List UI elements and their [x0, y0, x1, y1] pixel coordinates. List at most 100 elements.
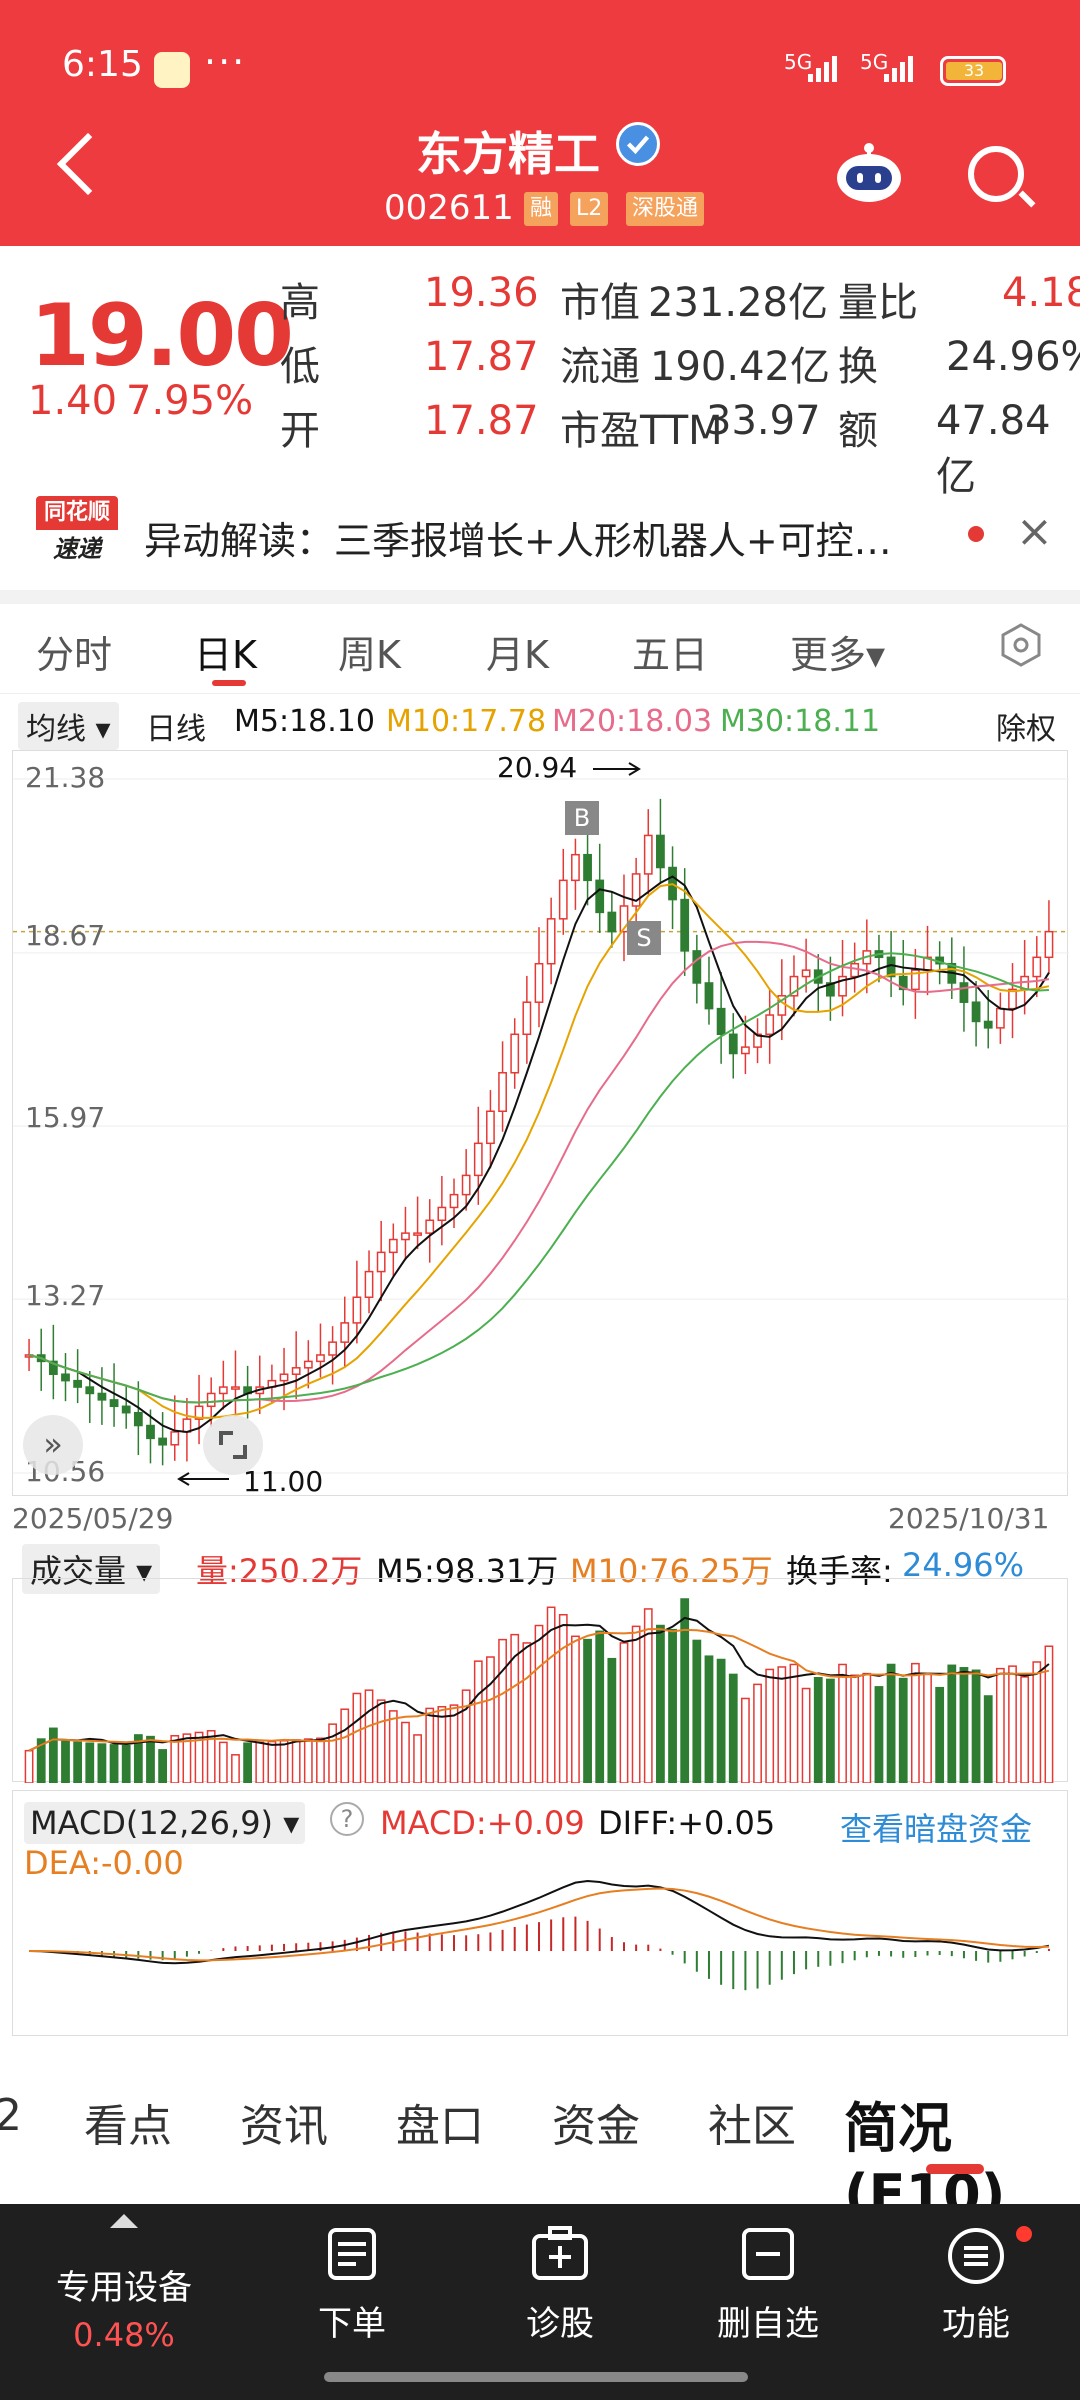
tab-community[interactable]: 社区: [708, 2101, 796, 2152]
candle-body: [959, 982, 969, 1003]
tab-partial[interactable]: 2: [0, 2090, 22, 2141]
candle-body: [328, 1341, 337, 1356]
tab-capital[interactable]: 资金: [552, 2101, 640, 2152]
start-date-label: 2025/05/29: [12, 1502, 174, 1535]
candle-body: [643, 834, 653, 875]
tab-intraday[interactable]: 分时: [36, 633, 113, 677]
end-date-label: 2025/10/31: [888, 1502, 1050, 1535]
macd-selector[interactable]: MACD(12,26,9) ▾: [24, 1802, 306, 1844]
nav-sector[interactable]: 专用设备 0.48%: [16, 2204, 232, 2364]
tab-five-day[interactable]: 五日: [632, 633, 709, 677]
ma30-value: M30:18.11: [720, 704, 881, 739]
volume-bar: [388, 1710, 398, 1783]
macd-svg: [29, 1879, 1050, 1991]
macd-chart[interactable]: [12, 1790, 1068, 2036]
volume-bar: [813, 1676, 823, 1783]
tab-more[interactable]: 更多▾: [790, 633, 886, 677]
volume-bar: [983, 1695, 993, 1783]
tab-weekly-k[interactable]: 周K: [338, 633, 401, 677]
volume-value: 量:250.2万: [196, 1552, 363, 1590]
candle-body: [522, 1001, 532, 1036]
candle-body: [231, 1386, 240, 1390]
volume-bar: [510, 1633, 520, 1783]
candle-body: [121, 1405, 131, 1414]
nav-order[interactable]: 下单: [244, 2204, 460, 2364]
robot-assistant-icon[interactable]: [834, 140, 904, 210]
adjust-toggle[interactable]: 除权: [996, 712, 1056, 747]
volume-bar: [825, 1678, 835, 1783]
nav-remove-watchlist[interactable]: 删自选: [660, 2204, 876, 2364]
status-more-icon: ···: [204, 40, 247, 84]
status-time: 6:15: [62, 44, 143, 85]
volume-bar: [692, 1639, 702, 1783]
value-turnover: 24.96%: [946, 334, 1080, 380]
volume-bar: [886, 1663, 896, 1783]
macd-value: MACD:+0.09: [380, 1804, 585, 1842]
nav-diagnose-label: 诊股: [526, 2304, 594, 2344]
nav-functions-label: 功能: [942, 2304, 1010, 2344]
buy-marker[interactable]: B: [565, 801, 599, 835]
candle-body: [206, 1392, 216, 1408]
ma5-line: [28, 875, 1050, 1433]
volume-selector[interactable]: 成交量 ▾: [22, 1544, 161, 1594]
ma10-value: M10:17.78: [386, 704, 547, 739]
search-icon[interactable]: [968, 146, 1024, 202]
remove-watchlist-icon: [742, 2228, 794, 2280]
tag-l2: L2: [570, 192, 609, 226]
candle-body: [352, 1296, 362, 1324]
tab-news[interactable]: 资讯: [240, 2101, 328, 2152]
dark-pool-link[interactable]: 查看暗盘资金: [840, 1810, 1033, 1848]
candle-body: [595, 879, 605, 914]
candle-body: [413, 1232, 422, 1236]
volume-chart[interactable]: [12, 1578, 1068, 1783]
chart-period-tabs: 分时 日K 周K 月K 五日 更多▾: [0, 604, 1080, 694]
order-icon: [328, 2228, 376, 2280]
volume-bar: [401, 1721, 410, 1783]
ma20-value: M20:18.03: [552, 704, 713, 739]
volume-bar: [243, 1742, 253, 1783]
price-change: 1.40: [28, 378, 118, 424]
volume-bar: [898, 1677, 908, 1783]
volume-bar: [133, 1734, 143, 1783]
volume-header: 成交量 ▾ 量:250.2万 M5:98.31万 M10:76.25万 换手率:…: [0, 1538, 1080, 1594]
ma-selector[interactable]: 均线 ▾: [18, 702, 119, 750]
news-ticker[interactable]: 同花顺 速递 异动解读：三季报增长+人形机器人+可控…: [0, 488, 1080, 588]
sell-marker[interactable]: S: [627, 921, 661, 955]
back-arrow-icon[interactable]: [56, 132, 120, 196]
tab-orderbook[interactable]: 盘口: [396, 2101, 484, 2152]
candle-body: [971, 1001, 981, 1023]
volume-bar: [862, 1672, 872, 1783]
volume-m5: M5:98.31万: [376, 1552, 559, 1590]
candle-body: [910, 969, 920, 991]
detail-tabs: 2 看点 资讯 盘口 资金 社区 简况(F10): [0, 2056, 1080, 2226]
turnover-rate: 24.96%: [902, 1546, 1025, 1584]
nav-order-label: 下单: [318, 2304, 386, 2344]
volume-bar: [777, 1666, 787, 1783]
news-headline[interactable]: 异动解读：三季报增长+人形机器人+可控…: [144, 519, 892, 563]
label-float-cap: 流通: [560, 344, 640, 390]
tab-monthly-k[interactable]: 月K: [486, 633, 549, 677]
close-icon[interactable]: ×: [1016, 506, 1053, 557]
volume-bar: [631, 1625, 641, 1783]
help-icon[interactable]: ?: [330, 1802, 364, 1836]
active-tab-indicator: [212, 680, 246, 686]
kline-chart[interactable]: 21.38 18.67 15.97 13.27 10.56 20.94 11.0…: [12, 750, 1069, 1498]
tab-daily-k[interactable]: 日K: [194, 633, 257, 677]
bottom-nav: 专用设备 0.48% 下单 诊股 删自选: [0, 2204, 1080, 2400]
tab-highlights[interactable]: 看点: [84, 2101, 172, 2152]
candle-body: [850, 962, 860, 978]
volume-bar: [486, 1656, 495, 1783]
volume-bar: [680, 1598, 690, 1783]
notification-app-icon: [154, 52, 190, 88]
volume-bar: [316, 1737, 325, 1783]
price-change-pct: 7.95%: [126, 378, 254, 424]
volume-bar: [170, 1735, 180, 1783]
nav-diagnose[interactable]: 诊股: [452, 2204, 668, 2364]
ma-indicator-row: 均线 ▾ 日线 M5:18.10 M10:17.78 M20:18.03 M30…: [0, 700, 1080, 750]
nav-functions[interactable]: 功能: [868, 2204, 1080, 2364]
label-turnover: 换: [838, 344, 878, 390]
settings-hexagon-icon[interactable]: [998, 622, 1044, 668]
expand-panel-icon[interactable]: »: [23, 1415, 83, 1475]
volume-bar: [121, 1744, 131, 1783]
fullscreen-icon[interactable]: [203, 1415, 263, 1475]
